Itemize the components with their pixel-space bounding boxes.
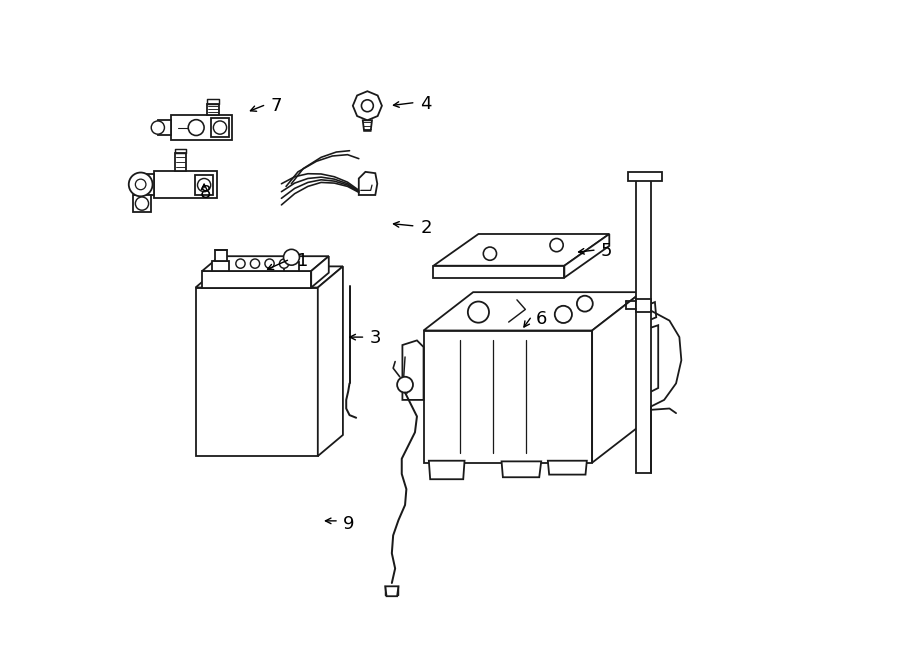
Polygon shape [434,266,564,278]
Polygon shape [428,461,464,479]
Text: 3: 3 [369,329,381,348]
Text: 9: 9 [343,514,355,533]
Polygon shape [207,104,219,115]
Polygon shape [195,288,318,456]
Circle shape [280,259,289,268]
Polygon shape [212,261,230,271]
Polygon shape [286,253,297,262]
Circle shape [554,306,572,323]
Polygon shape [592,292,642,463]
Circle shape [236,259,245,268]
Circle shape [550,239,563,252]
Text: 8: 8 [200,184,212,202]
Polygon shape [132,195,150,212]
Polygon shape [318,266,343,456]
Polygon shape [311,256,328,288]
Polygon shape [385,586,399,596]
Polygon shape [424,330,592,463]
Circle shape [151,121,165,134]
Circle shape [129,173,152,196]
Polygon shape [644,302,656,322]
Text: 5: 5 [600,242,612,260]
Polygon shape [363,120,372,131]
Circle shape [213,121,227,134]
Circle shape [468,301,489,323]
Circle shape [577,295,593,311]
Circle shape [265,259,274,268]
Circle shape [188,120,204,136]
Polygon shape [154,171,217,198]
Circle shape [397,377,413,393]
Circle shape [135,179,146,190]
Polygon shape [211,118,230,137]
Polygon shape [175,153,185,171]
Polygon shape [638,325,658,398]
Polygon shape [195,175,213,195]
Polygon shape [158,120,171,135]
Circle shape [250,259,259,268]
Polygon shape [628,172,662,181]
Polygon shape [402,340,424,400]
Polygon shape [564,234,609,278]
Circle shape [362,100,374,112]
Text: 2: 2 [420,219,432,237]
Polygon shape [195,266,343,288]
Polygon shape [202,271,311,288]
Polygon shape [140,174,154,195]
Polygon shape [434,234,609,266]
Polygon shape [548,461,587,475]
Polygon shape [284,262,299,271]
Polygon shape [359,172,377,195]
Polygon shape [202,256,328,271]
Circle shape [197,178,211,192]
Circle shape [135,197,148,210]
Circle shape [284,249,300,265]
Polygon shape [171,115,232,140]
Polygon shape [424,292,642,330]
Polygon shape [353,91,382,120]
Text: 4: 4 [420,95,432,114]
Text: 6: 6 [536,309,547,328]
Polygon shape [501,461,541,477]
Text: 1: 1 [297,252,308,270]
Polygon shape [215,250,227,261]
Circle shape [483,247,497,260]
Polygon shape [636,173,651,473]
Text: 7: 7 [270,97,282,115]
Polygon shape [636,299,651,312]
